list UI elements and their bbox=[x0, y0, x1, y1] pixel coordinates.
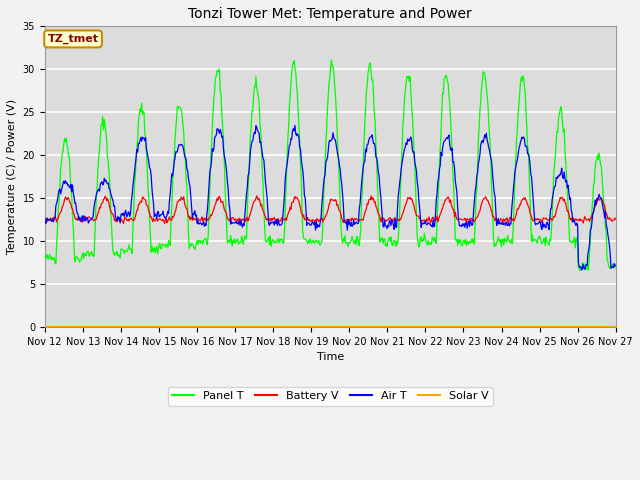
Text: TZ_tmet: TZ_tmet bbox=[47, 34, 99, 44]
X-axis label: Time: Time bbox=[317, 352, 344, 362]
Title: Tonzi Tower Met: Temperature and Power: Tonzi Tower Met: Temperature and Power bbox=[188, 7, 472, 21]
Legend: Panel T, Battery V, Air T, Solar V: Panel T, Battery V, Air T, Solar V bbox=[168, 387, 493, 406]
Y-axis label: Temperature (C) / Power (V): Temperature (C) / Power (V) bbox=[7, 99, 17, 254]
